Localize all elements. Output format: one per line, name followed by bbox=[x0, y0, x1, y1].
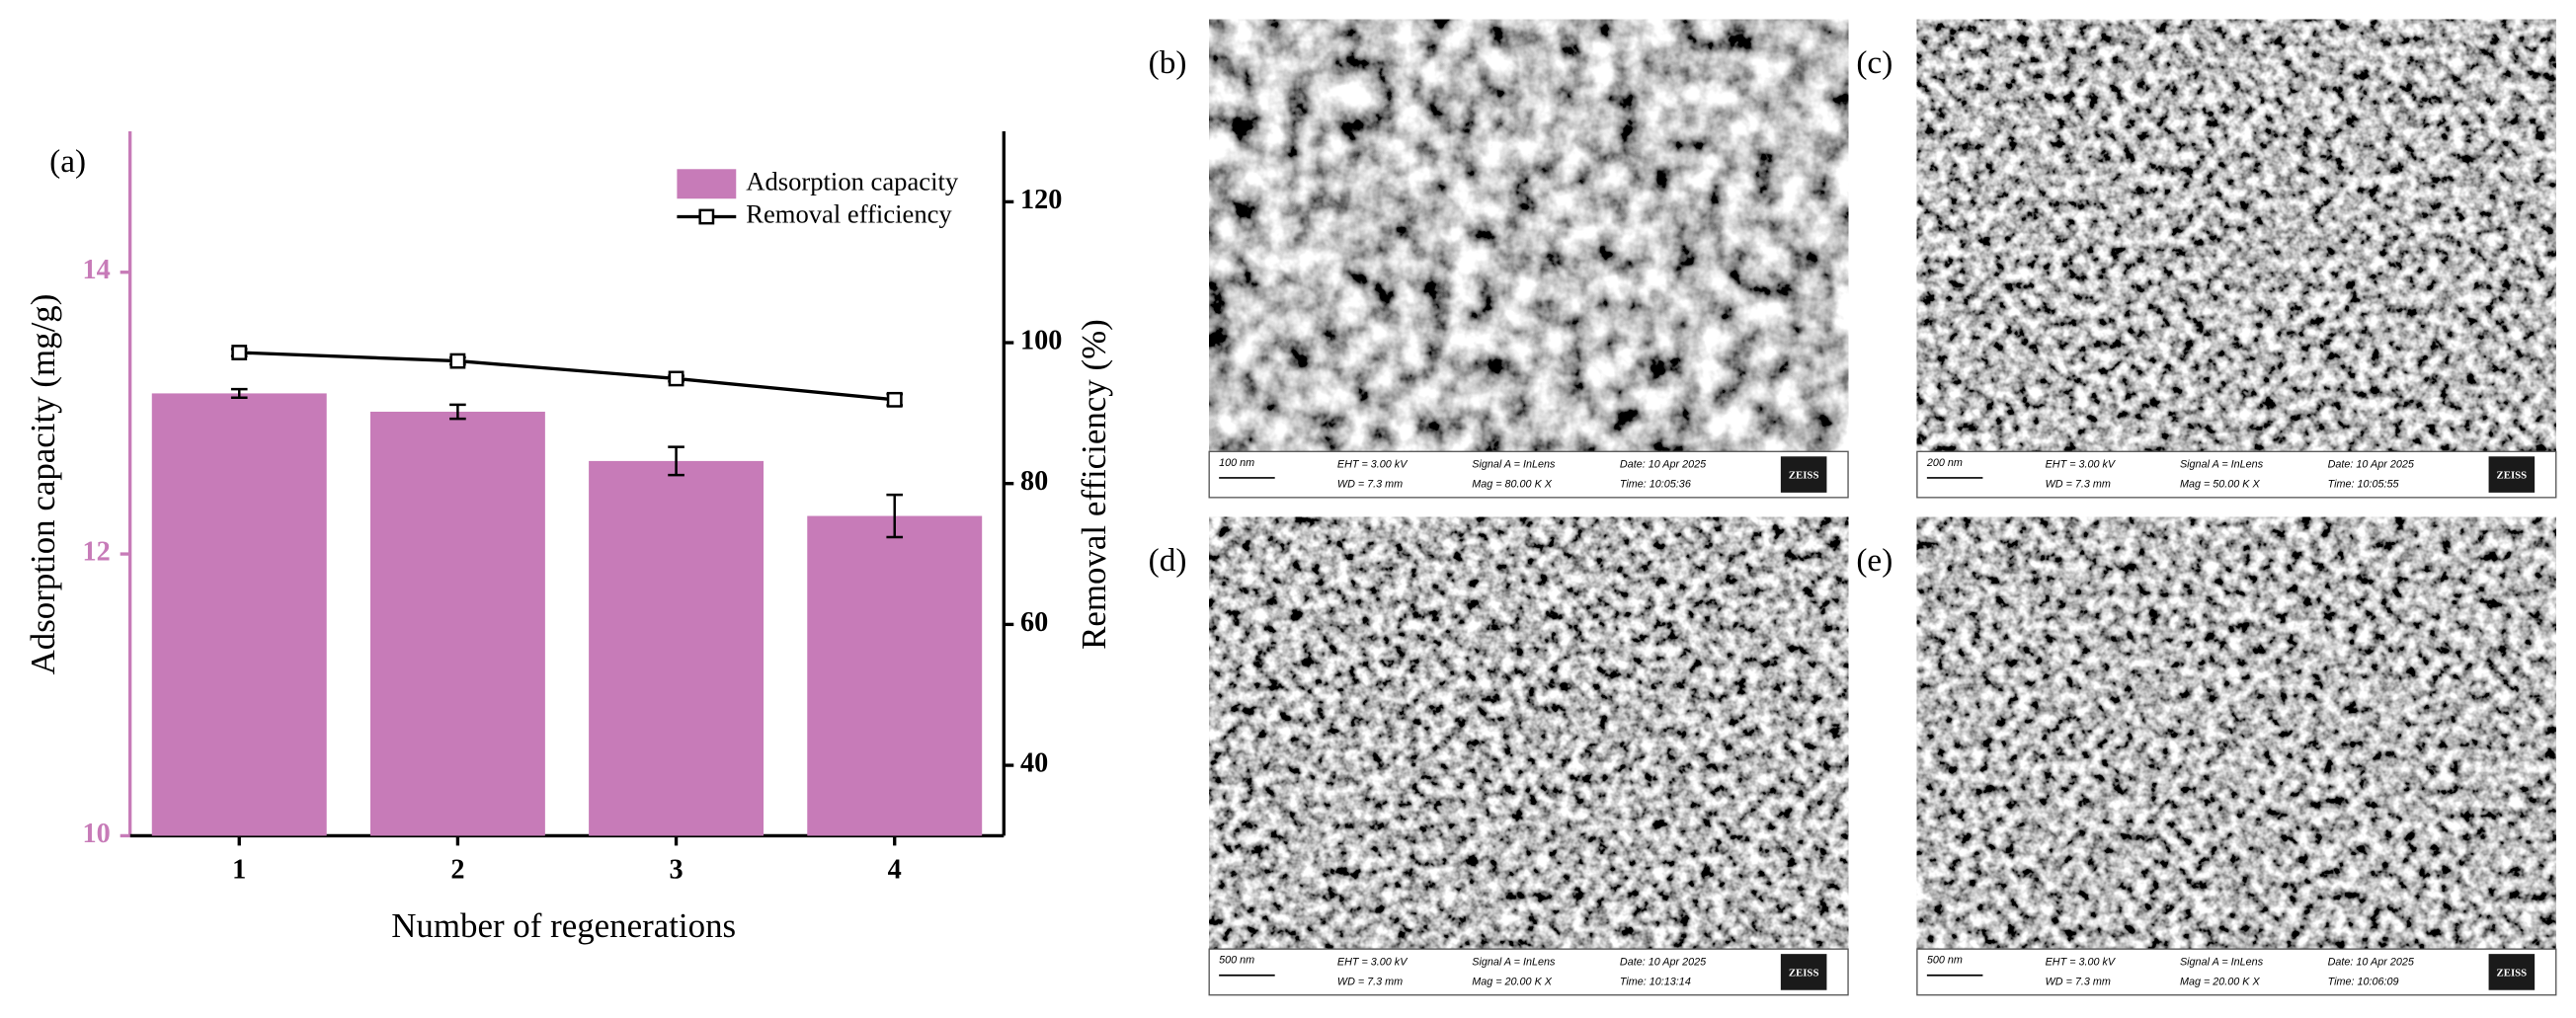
scale-label: 500 nm bbox=[1927, 955, 1963, 967]
bar bbox=[151, 393, 327, 836]
logo: ZEISS bbox=[2497, 470, 2528, 482]
wd: WD = 7.3 mm bbox=[1337, 976, 1403, 987]
legend-label: Removal efficiency bbox=[746, 199, 952, 229]
error-bar bbox=[230, 387, 248, 399]
magnification: Mag = 20.00 K X bbox=[2180, 976, 2261, 987]
signal: Signal A = InLens bbox=[2180, 956, 2264, 968]
eht: EHT = 3.00 kV bbox=[2046, 458, 2117, 470]
line-marker bbox=[231, 345, 248, 360]
time: Time: 10:06:09 bbox=[2328, 976, 2399, 987]
y2-tick-label: 60 bbox=[1020, 607, 1048, 638]
logo-box bbox=[2488, 954, 2536, 990]
bar bbox=[369, 411, 545, 836]
logo: ZEISS bbox=[2497, 968, 2528, 979]
date: Date: 10 Apr 2025 bbox=[1620, 458, 1707, 470]
sem-image bbox=[1209, 19, 1849, 452]
y-tick-label: 14 bbox=[82, 255, 110, 285]
x-tick-label: 3 bbox=[670, 854, 684, 885]
sem-image bbox=[1916, 516, 2556, 950]
date: Date: 10 Apr 2025 bbox=[1620, 956, 1707, 968]
x-axis-title: Number of regenerations bbox=[391, 906, 736, 945]
sem-image bbox=[1209, 516, 1849, 950]
y2-tick-label: 120 bbox=[1020, 185, 1062, 215]
time: Time: 10:05:55 bbox=[2328, 478, 2400, 490]
panel-label: (a) bbox=[49, 143, 86, 180]
line-marker bbox=[886, 391, 903, 408]
logo-box bbox=[2488, 456, 2536, 493]
logo-box bbox=[1780, 456, 1827, 493]
logo: ZEISS bbox=[1789, 968, 1819, 979]
x-tick-label: 4 bbox=[888, 854, 902, 885]
logo-box bbox=[1780, 954, 1827, 990]
y2-axis-title: Removal efficiency (%) bbox=[1075, 319, 1113, 650]
eht: EHT = 3.00 kV bbox=[2046, 956, 2117, 968]
scale-label: 200 nm bbox=[1926, 457, 1963, 469]
sem-image bbox=[1916, 19, 2556, 452]
signal: Signal A = InLens bbox=[1472, 458, 1556, 470]
panel-label: (c) bbox=[1856, 44, 1892, 81]
panel-label: (b) bbox=[1149, 44, 1187, 81]
panel-label: (d) bbox=[1149, 542, 1187, 579]
y-tick-label: 12 bbox=[82, 537, 110, 568]
x-tick-label: 2 bbox=[450, 854, 464, 885]
scale-label: 100 nm bbox=[1219, 457, 1254, 469]
signal: Signal A = InLens bbox=[1472, 956, 1556, 968]
legend-swatch bbox=[677, 169, 737, 199]
error-bar bbox=[886, 493, 904, 539]
signal: Signal A = InLens bbox=[2180, 458, 2264, 470]
info-bar bbox=[1208, 948, 1849, 996]
magnification: Mag = 80.00 K X bbox=[1472, 478, 1553, 490]
y-axis-title: Adsorption capacity (mg/g) bbox=[24, 294, 62, 675]
y-tick-label: 10 bbox=[82, 819, 110, 849]
info-bar bbox=[1916, 450, 2557, 499]
eht: EHT = 3.00 kV bbox=[1337, 458, 1409, 470]
line-marker bbox=[668, 370, 684, 387]
bar bbox=[807, 515, 983, 836]
date: Date: 10 Apr 2025 bbox=[2328, 458, 2415, 470]
date: Date: 10 Apr 2025 bbox=[2328, 956, 2415, 968]
bar bbox=[589, 460, 765, 836]
legend-label: Adsorption capacity bbox=[746, 166, 959, 196]
wd: WD = 7.3 mm bbox=[1337, 478, 1403, 490]
line-marker bbox=[449, 352, 466, 369]
time: Time: 10:13:14 bbox=[1620, 976, 1691, 987]
wd: WD = 7.3 mm bbox=[2046, 478, 2111, 490]
y2-tick-label: 100 bbox=[1020, 326, 1062, 356]
panel-label: (e) bbox=[1856, 542, 1892, 579]
y2-tick-label: 80 bbox=[1020, 466, 1048, 497]
info-bar bbox=[1916, 948, 2557, 996]
logo: ZEISS bbox=[1789, 470, 1819, 482]
magnification: Mag = 20.00 K X bbox=[1472, 976, 1553, 987]
info-bar bbox=[1208, 450, 1849, 499]
eht: EHT = 3.00 kV bbox=[1337, 956, 1409, 968]
error-bar bbox=[449, 403, 466, 421]
line bbox=[239, 351, 895, 402]
magnification: Mag = 50.00 K X bbox=[2180, 478, 2261, 490]
wd: WD = 7.3 mm bbox=[2046, 976, 2111, 987]
y2-tick-label: 40 bbox=[1020, 748, 1048, 779]
x-tick-label: 1 bbox=[232, 854, 246, 885]
time: Time: 10:05:36 bbox=[1620, 478, 1691, 490]
scale-label: 500 nm bbox=[1219, 955, 1254, 967]
error-bar bbox=[668, 445, 684, 477]
legend-marker bbox=[698, 208, 715, 225]
